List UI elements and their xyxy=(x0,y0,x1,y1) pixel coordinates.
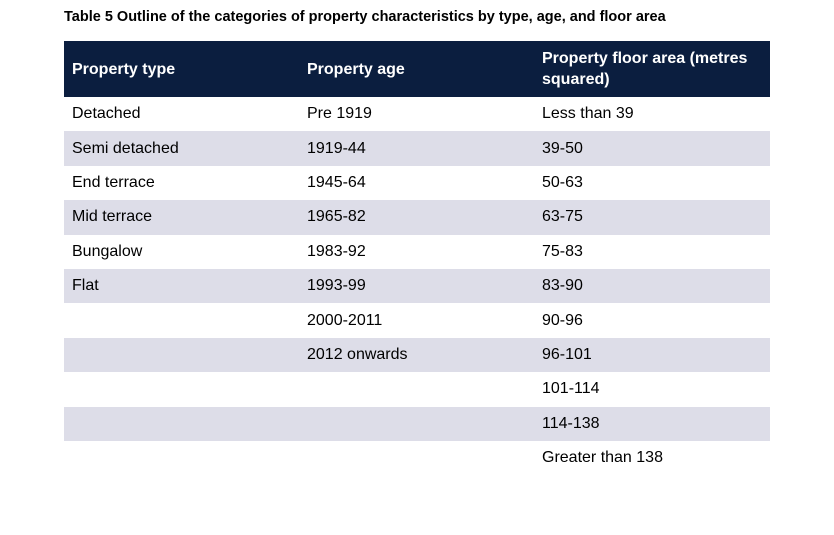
cell-floor-area: 75-83 xyxy=(534,234,770,269)
cell-property-type: Bungalow xyxy=(64,234,299,269)
column-header-floor-area: Property floor area (metres squared) xyxy=(534,41,770,97)
cell-floor-area: 90-96 xyxy=(534,303,770,338)
table-header-row: Property type Property age Property floo… xyxy=(64,41,770,97)
cell-property-type xyxy=(64,406,299,441)
cell-floor-area: 83-90 xyxy=(534,268,770,304)
cell-property-type: Flat xyxy=(64,268,299,304)
cell-floor-area: 50-63 xyxy=(534,165,770,201)
cell-floor-area: 63-75 xyxy=(534,200,770,235)
cell-property-age: 1919-44 xyxy=(299,131,534,166)
cell-property-type xyxy=(64,440,299,476)
column-header-property-type: Property type xyxy=(64,41,299,97)
table-row: 2000-2011 90-96 xyxy=(64,303,770,338)
cell-property-age: 2000-2011 xyxy=(299,303,534,338)
cell-floor-area: 39-50 xyxy=(534,131,770,166)
table-row: Mid terrace 1965-82 63-75 xyxy=(64,200,770,235)
table-caption: Table 5 Outline of the categories of pro… xyxy=(64,9,666,25)
cell-property-age: Pre 1919 xyxy=(299,97,534,132)
table-row: Detached Pre 1919 Less than 39 xyxy=(64,97,770,132)
cell-property-age xyxy=(299,440,534,476)
table-row: 101-114 xyxy=(64,372,770,407)
cell-property-type: End terrace xyxy=(64,165,299,201)
table-row: Flat 1993-99 83-90 xyxy=(64,268,770,304)
cell-floor-area: Greater than 138 xyxy=(534,440,770,476)
cell-floor-area: Less than 39 xyxy=(534,97,770,132)
table-row: Greater than 138 xyxy=(64,440,770,476)
cell-property-type: Mid terrace xyxy=(64,200,299,235)
cell-property-age xyxy=(299,372,534,407)
table-row: 114-138 xyxy=(64,406,770,441)
cell-property-type xyxy=(64,372,299,407)
cell-property-age: 1945-64 xyxy=(299,165,534,201)
cell-property-type: Detached xyxy=(64,97,299,132)
cell-property-type: Semi detached xyxy=(64,131,299,166)
property-categories-table: Property type Property age Property floo… xyxy=(64,41,770,476)
cell-floor-area: 96-101 xyxy=(534,337,770,373)
table-row: Semi detached 1919-44 39-50 xyxy=(64,131,770,166)
cell-property-age: 1983-92 xyxy=(299,234,534,269)
cell-property-age: 1965-82 xyxy=(299,200,534,235)
table-row: Bungalow 1983-92 75-83 xyxy=(64,234,770,269)
cell-floor-area: 101-114 xyxy=(534,372,770,407)
cell-property-age: 2012 onwards xyxy=(299,337,534,373)
cell-property-age: 1993-99 xyxy=(299,268,534,304)
table-row: 2012 onwards 96-101 xyxy=(64,337,770,373)
cell-property-type xyxy=(64,337,299,373)
cell-floor-area: 114-138 xyxy=(534,406,770,441)
cell-property-type xyxy=(64,303,299,338)
cell-property-age xyxy=(299,406,534,441)
table-row: End terrace 1945-64 50-63 xyxy=(64,165,770,201)
column-header-property-age: Property age xyxy=(299,41,534,97)
